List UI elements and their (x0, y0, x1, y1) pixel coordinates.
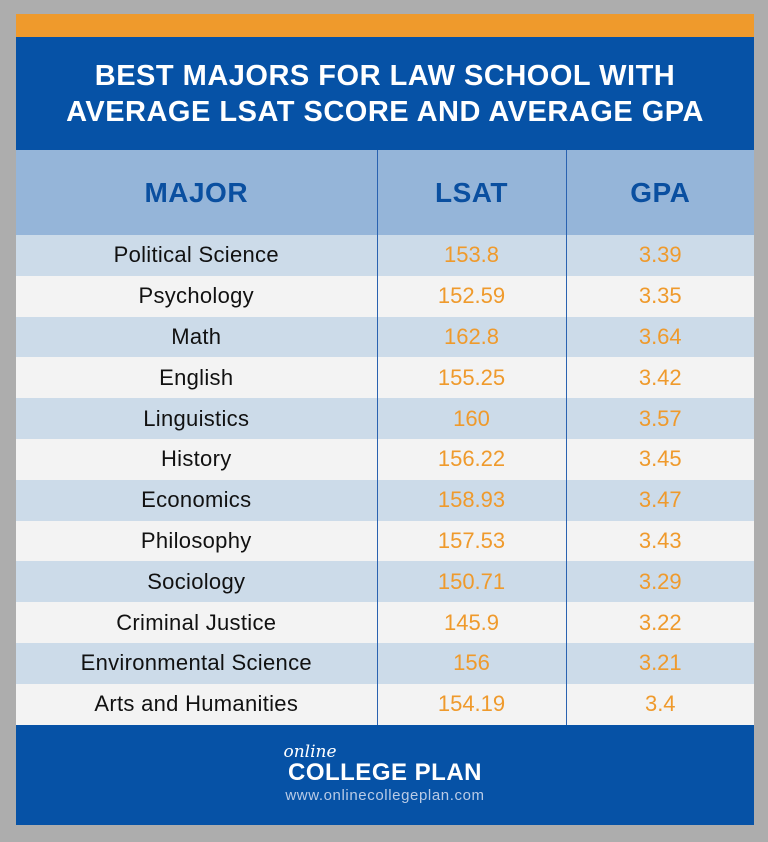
cell-major: Economics (16, 479, 377, 521)
cell-gpa: 3.22 (566, 602, 754, 643)
table-row: History 156.22 3.45 (16, 438, 754, 480)
website-url: www.onlinecollegeplan.com (285, 786, 485, 804)
cell-gpa: 3.21 (566, 642, 754, 684)
cell-gpa: 3.29 (566, 561, 754, 603)
cell-gpa: 3.45 (566, 438, 754, 480)
majors-table: MAJOR LSAT GPA Political Science 153.8 3.3… (16, 150, 754, 725)
cell-major: Math (16, 316, 377, 358)
cell-lsat: 153.8 (376, 235, 567, 276)
cell-major: Psychology (16, 275, 377, 317)
title-line-2: AVERAGE LSAT SCORE AND AVERAGE GPA (66, 95, 704, 128)
table-row: Math 162.8 3.64 (16, 316, 754, 358)
table-header-row: MAJOR LSAT GPA (16, 150, 754, 235)
cell-major: English (16, 357, 377, 399)
cell-gpa: 3.47 (566, 479, 754, 521)
cell-lsat: 152.59 (376, 275, 567, 317)
table-row: Environmental Science 156 3.21 (16, 642, 754, 684)
cell-lsat: 158.93 (376, 479, 567, 521)
cell-lsat: 150.71 (376, 561, 567, 603)
footer-brand: online COLLEGE PLAN www.onlinecollegepla… (16, 724, 754, 825)
cell-gpa: 3.64 (566, 316, 754, 358)
cell-major: Linguistics (16, 398, 377, 439)
cell-major: Political Science (16, 235, 377, 276)
table-row: Arts and Humanities 154.19 3.4 (16, 683, 754, 725)
infographic-card: BEST MAJORS FOR LAW SCHOOL WITH AVERAGE … (16, 14, 754, 825)
cell-lsat: 156 (376, 642, 567, 684)
table-row: Economics 158.93 3.47 (16, 479, 754, 521)
cell-lsat: 155.25 (376, 357, 567, 399)
cell-gpa: 3.35 (566, 275, 754, 317)
cell-lsat: 154.19 (376, 683, 567, 725)
header-gpa: GPA (566, 150, 754, 235)
cell-major: History (16, 438, 377, 480)
table-row: Sociology 150.71 3.29 (16, 561, 754, 603)
table-row: Philosophy 157.53 3.43 (16, 520, 754, 562)
cell-major: Environmental Science (16, 642, 377, 684)
table-row: Linguistics 160 3.57 (16, 398, 754, 439)
cell-major: Arts and Humanities (16, 683, 377, 725)
table-row: Political Science 153.8 3.39 (16, 235, 754, 276)
cell-gpa: 3.57 (566, 398, 754, 439)
header-lsat: LSAT (376, 150, 567, 235)
cell-gpa: 3.42 (566, 357, 754, 399)
cell-lsat: 156.22 (376, 438, 567, 480)
cell-lsat: 160 (376, 398, 567, 439)
cell-major: Sociology (16, 561, 377, 603)
cell-major: Criminal Justice (16, 602, 377, 643)
cell-gpa: 3.43 (566, 520, 754, 562)
header-major: MAJOR (16, 150, 377, 235)
table-row: Criminal Justice 145.9 3.22 (16, 602, 754, 643)
cell-gpa: 3.39 (566, 235, 754, 276)
logo-main-text: COLLEGE PLAN (287, 758, 482, 786)
cell-gpa: 3.4 (566, 683, 754, 725)
table-row: English 155.25 3.42 (16, 357, 754, 399)
cell-lsat: 162.8 (376, 316, 567, 358)
cell-major: Philosophy (16, 520, 377, 562)
logo-script-text: online (283, 741, 337, 762)
accent-bar (16, 14, 754, 37)
table-row: Psychology 152.59 3.35 (16, 275, 754, 317)
title-banner: BEST MAJORS FOR LAW SCHOOL WITH AVERAGE … (16, 37, 754, 150)
cell-lsat: 145.9 (376, 602, 567, 643)
cell-lsat: 157.53 (376, 520, 567, 562)
title-line-1: BEST MAJORS FOR LAW SCHOOL WITH (94, 59, 676, 92)
